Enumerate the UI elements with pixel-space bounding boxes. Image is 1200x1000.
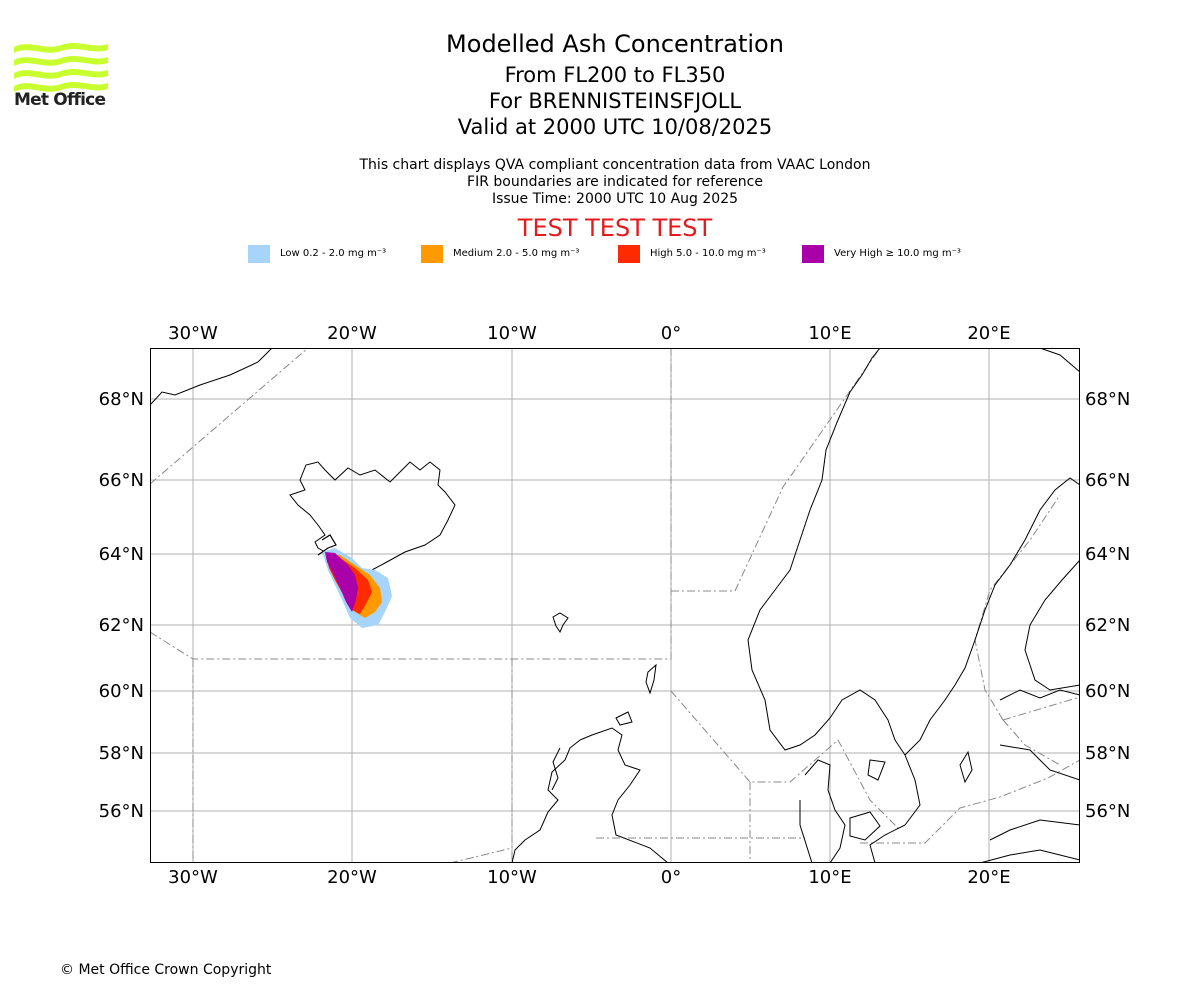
ash-very-high	[325, 552, 358, 612]
legend-item-medium: Medium 2.0 - 5.0 mg m⁻³	[421, 244, 579, 263]
lon-label-bottom: 10°W	[487, 867, 537, 888]
lat-label-right: 62°N	[1085, 615, 1130, 636]
faroe-islands	[552, 612, 569, 634]
lon-label-top: 20°W	[327, 323, 377, 344]
coastlines	[150, 348, 1080, 863]
legend-swatch-low	[248, 244, 270, 263]
legend-swatch-high	[618, 244, 640, 263]
graticule	[150, 348, 1080, 863]
map-frame	[150, 348, 1080, 863]
valid-time: Valid at 2000 UTC 10/08/2025	[457, 115, 773, 139]
lat-label-right: 64°N	[1085, 544, 1130, 565]
lat-label-left: 60°N	[99, 681, 144, 702]
denmark-coast	[804, 759, 846, 863]
lat-label-left: 62°N	[99, 615, 144, 636]
lat-label-right: 68°N	[1085, 389, 1130, 410]
lat-label-left: 68°N	[99, 389, 144, 410]
lon-label-bottom: 20°E	[967, 867, 1010, 888]
logo-text: Met Office	[14, 90, 106, 110]
legend-item-low: Low 0.2 - 2.0 mg m⁻³	[248, 244, 386, 263]
greenland-coast	[150, 348, 273, 406]
lon-label-top: 20°E	[967, 323, 1010, 344]
lat-label-right: 60°N	[1085, 681, 1130, 702]
legend-label-medium: Medium 2.0 - 5.0 mg m⁻³	[453, 248, 580, 259]
iceland-coast	[289, 461, 456, 574]
lat-label-right: 58°N	[1085, 743, 1130, 764]
lon-label-bottom: 20°W	[327, 867, 377, 888]
sweden-coast	[869, 754, 921, 863]
lat-label-left: 66°N	[99, 470, 144, 491]
shetland	[645, 663, 657, 695]
lon-label-bottom: 0°	[661, 867, 681, 888]
test-banner: TEST TEST TEST	[517, 214, 713, 242]
lon-label-top: 0°	[661, 323, 681, 344]
lat-label-left: 58°N	[99, 743, 144, 764]
legend-label-high: High 5.0 - 10.0 mg m⁻³	[650, 248, 766, 259]
lat-label-left: 64°N	[99, 544, 144, 565]
met-office-logo	[14, 43, 108, 92]
legend-item-very-high: Very High ≥ 10.0 mg m⁻³	[802, 244, 961, 263]
norway-coast	[747, 348, 906, 756]
lon-label-top: 30°W	[168, 323, 218, 344]
legend-swatch-medium	[421, 244, 443, 263]
fir-note: FIR boundaries are indicated for referen…	[467, 174, 763, 190]
lat-label-left: 56°N	[99, 801, 144, 822]
ash-plume	[322, 548, 392, 628]
lon-label-bottom: 10°E	[808, 867, 851, 888]
legend-label-low: Low 0.2 - 2.0 mg m⁻³	[280, 248, 387, 259]
scotland-coast	[579, 727, 669, 863]
fir-boundaries	[150, 348, 1080, 863]
copyright-notice: © Met Office Crown Copyright	[60, 962, 272, 978]
legend-label-very-high: Very High ≥ 10.0 mg m⁻³	[834, 248, 961, 259]
lat-label-right: 56°N	[1085, 801, 1130, 822]
lon-label-top: 10°W	[487, 323, 537, 344]
lon-label-bottom: 30°W	[168, 867, 218, 888]
compliance-note: This chart displays QVA compliant concen…	[359, 157, 871, 173]
issue-time: Issue Time: 2000 UTC 10 Aug 2025	[491, 191, 739, 207]
volcano-name: For BRENNISTEINSFJOLL	[488, 89, 742, 113]
legend-item-high: High 5.0 - 10.0 mg m⁻³	[618, 244, 766, 263]
flight-level-range: From FL200 to FL350	[504, 63, 726, 87]
lon-label-top: 10°E	[808, 323, 851, 344]
legend-swatch-very-high	[802, 244, 824, 263]
lat-label-right: 66°N	[1085, 470, 1130, 491]
chart-title: Modelled Ash Concentration	[446, 30, 784, 58]
